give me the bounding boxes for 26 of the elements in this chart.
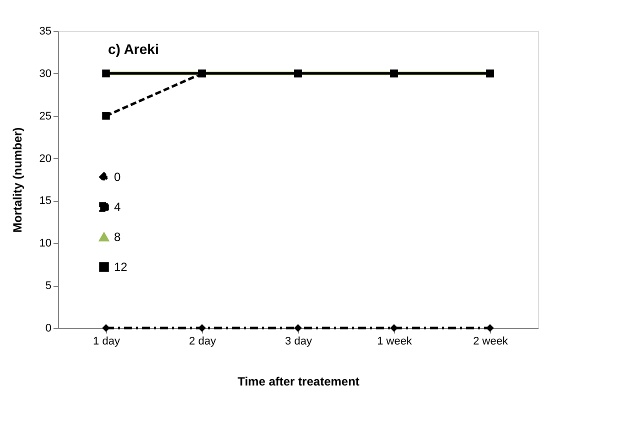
y-tick-label: 15 xyxy=(39,195,52,208)
annotation: c) Areki xyxy=(108,41,159,57)
point xyxy=(102,324,110,332)
y-tick-label: 10 xyxy=(39,238,52,250)
point xyxy=(390,324,398,332)
point xyxy=(102,112,110,120)
y-tick-label: 0 xyxy=(45,322,52,334)
x-tick-label: 1 week xyxy=(377,336,412,348)
y-tick-label: 30 xyxy=(39,68,52,80)
y-tick-label: 25 xyxy=(39,110,52,122)
x-tick-label: 1 day xyxy=(93,336,120,348)
x-tick-label: 2 day xyxy=(189,336,216,348)
point xyxy=(294,324,302,332)
legend-label: 0 xyxy=(114,170,121,184)
point xyxy=(486,324,494,332)
x-tick-label: 2 week xyxy=(473,336,508,348)
y-tick-label: 35 xyxy=(39,26,52,38)
legend-label: 4 xyxy=(114,200,121,214)
y-tick-label: 5 xyxy=(45,280,52,292)
legend-label: 12 xyxy=(114,260,128,274)
legend-label: 8 xyxy=(114,230,121,244)
y-tick-label: 20 xyxy=(39,152,52,165)
y-axis-title: Mortality (number) xyxy=(10,127,24,233)
x-axis-title: Time after treatement xyxy=(238,374,360,388)
point xyxy=(198,324,206,332)
x-tick-label: 3 day xyxy=(285,336,312,348)
